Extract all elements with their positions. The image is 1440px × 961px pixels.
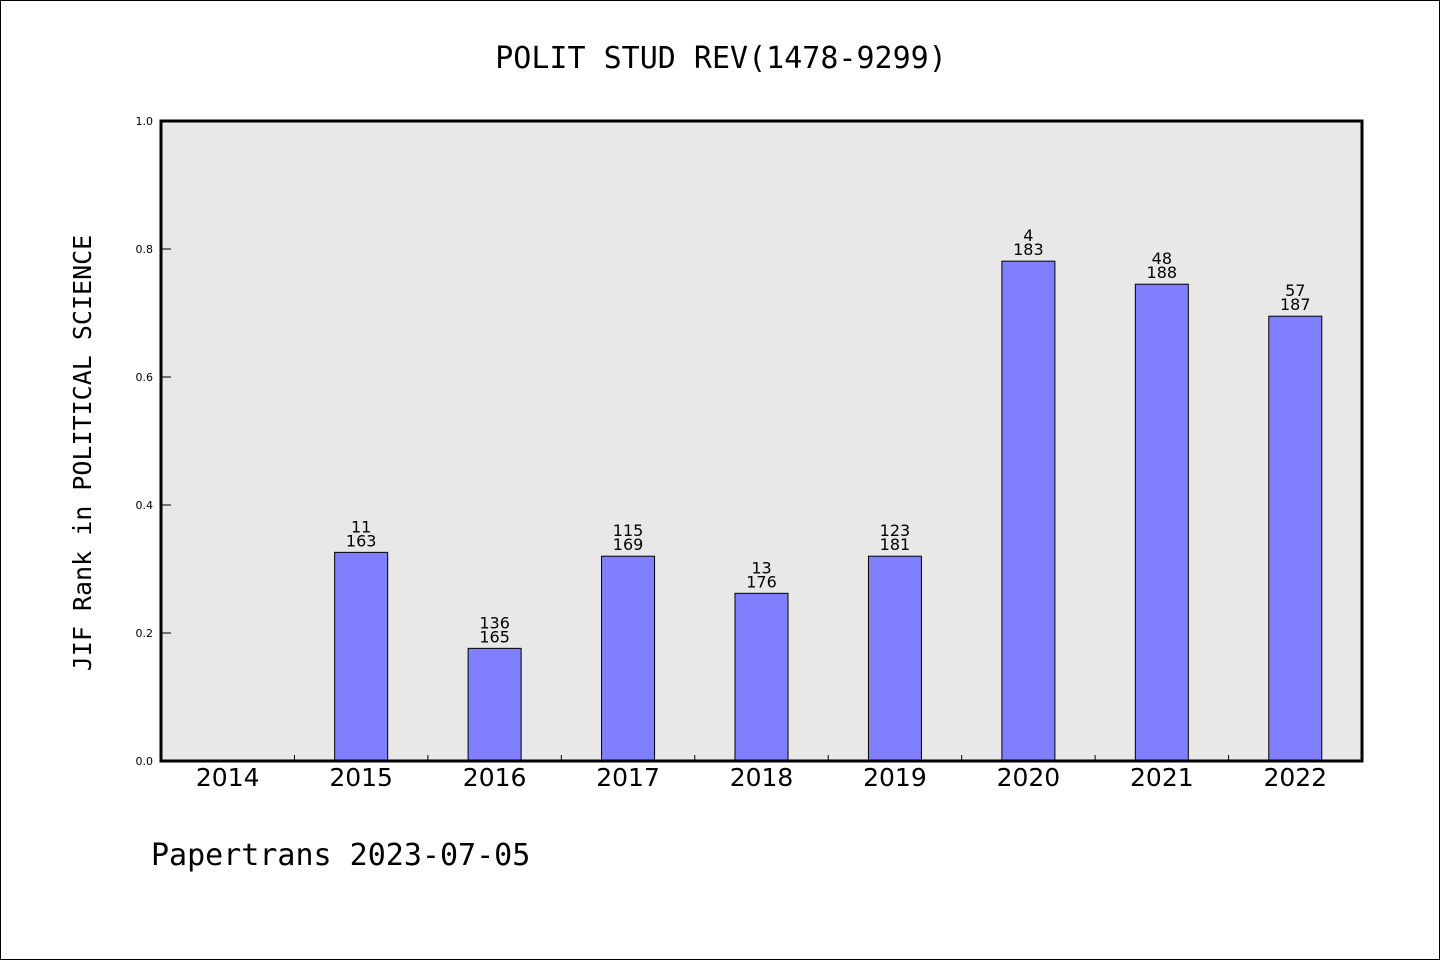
x-tick-label: 2015: [329, 763, 393, 792]
bar-rank-label: 123: [880, 521, 911, 540]
bar-total-label: 169: [613, 535, 644, 554]
bar: [334, 551, 389, 762]
chart-title: POLIT STUD REV(1478-9299): [495, 41, 947, 76]
bar-rank-label: 136: [479, 613, 510, 632]
bar: [734, 592, 789, 762]
bar-rank-label: 4: [1023, 226, 1033, 245]
x-tick-label: 2019: [863, 763, 927, 792]
bar-total-label: 187: [1280, 295, 1311, 314]
bar-total-label: 163: [346, 531, 377, 550]
y-tick-label: 0.2: [136, 627, 154, 640]
y-axis-label: JIF Rank in POLITICAL SCIENCE: [68, 235, 97, 672]
bars-layer: [334, 260, 1323, 762]
x-axis: 2014 2015 2016 2017 2018 2019 2020 2021 2022: [196, 755, 1327, 792]
bar-rank-label: 13: [751, 558, 771, 577]
bar-total-label: 183: [1013, 240, 1044, 259]
x-tick-label: 2014: [196, 763, 260, 792]
y-tick-label: 0.8: [136, 243, 154, 256]
bar-total-label: 188: [1147, 263, 1178, 282]
bar-rank-label: 115: [613, 521, 644, 540]
footer-text: Papertrans 2023-07-05: [151, 838, 530, 873]
x-tick-label: 2017: [596, 763, 660, 792]
x-tick-label: 2018: [730, 763, 794, 792]
plot-frame: [159, 119, 1364, 763]
x-tick-label: 2016: [463, 763, 527, 792]
y-tick-label: 0.4: [136, 499, 154, 512]
bar-total-label: 165: [479, 627, 510, 646]
y-tick-label: 1.0: [136, 115, 154, 128]
y-tick-label: 0.6: [136, 371, 154, 384]
bar-total-label: 176: [746, 572, 777, 591]
x-tick-label: 2022: [1263, 763, 1327, 792]
bar: [1134, 283, 1189, 762]
bar: [867, 555, 922, 762]
bar: [467, 647, 522, 762]
x-tick-label: 2020: [997, 763, 1061, 792]
bar: [1001, 260, 1056, 762]
y-axis: 0.0 0.2 0.4 0.6 0.8 1.0: [136, 115, 171, 768]
y-tick-label: 0.0: [136, 755, 154, 768]
bar: [601, 555, 656, 762]
bar-total-label: 181: [880, 535, 911, 554]
bar-rank-label: 57: [1285, 281, 1305, 300]
bar: [1268, 315, 1323, 762]
bar-rank-label: 48: [1152, 249, 1172, 268]
x-tick-label: 2021: [1130, 763, 1194, 792]
bar-rank-label: 11: [351, 517, 371, 536]
